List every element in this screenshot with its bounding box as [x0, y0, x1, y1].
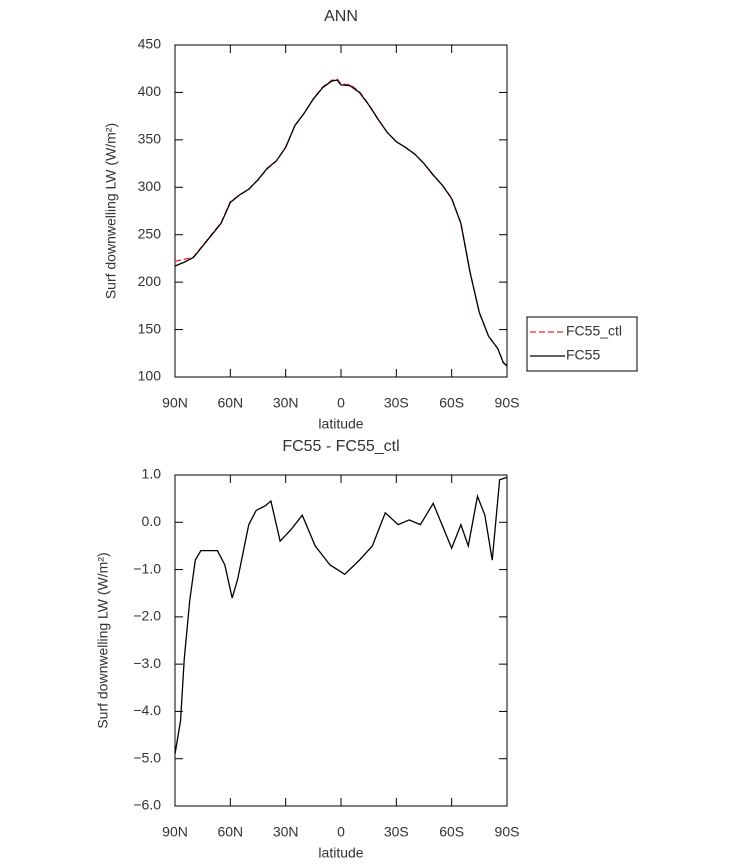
y-tick-label: −1.0: [133, 560, 161, 576]
y-tick-label: 300: [138, 178, 162, 194]
y-tick-label: −3.0: [133, 655, 161, 671]
x-tick-label: 90S: [495, 395, 520, 411]
plot-frame: [174, 474, 508, 807]
y-tick-label: −5.0: [133, 749, 161, 765]
x-tick-label: 60S: [439, 824, 464, 840]
y-tick-label: 1.0: [142, 466, 162, 482]
chart-title: FC55 - FC55_ctl: [282, 438, 399, 455]
legend-label: FC55_ctl: [566, 323, 622, 339]
y-tick-label: 100: [138, 368, 162, 384]
plot-frame: [174, 44, 508, 378]
y-tick-label: 450: [138, 36, 162, 52]
y-tick-label: −6.0: [133, 797, 161, 813]
y-tick-label: −2.0: [133, 608, 161, 624]
x-tick-label: 30S: [384, 824, 409, 840]
x-tick-label: 90N: [162, 824, 188, 840]
x-tick-label: 90N: [162, 395, 188, 411]
y-tick-label: 350: [138, 131, 162, 147]
y-tick-label: 0.0: [142, 513, 162, 529]
y-axis-label: Surf downwelling LW (W/m²): [103, 123, 119, 299]
x-axis-label: latitude: [318, 845, 363, 861]
x-tick-label: 90S: [495, 824, 520, 840]
x-tick-label: 60N: [217, 395, 243, 411]
data-line: [174, 79, 508, 367]
data-line: [174, 78, 508, 367]
x-tick-label: 60S: [439, 395, 464, 411]
x-tick-label: 0: [337, 824, 345, 840]
y-tick-label: 200: [138, 273, 162, 289]
legend-box: [526, 316, 638, 372]
legend-label: FC55: [566, 347, 600, 363]
data-line: [174, 476, 508, 755]
x-tick-label: 60N: [217, 824, 243, 840]
x-tick-label: 0: [337, 395, 345, 411]
x-tick-label: 30N: [273, 395, 299, 411]
y-tick-label: 150: [138, 320, 162, 336]
chart-title: ANN: [324, 8, 358, 25]
y-axis-label: Surf downwelling LW (W/m²): [95, 552, 111, 728]
x-tick-label: 30S: [384, 395, 409, 411]
y-tick-label: −4.0: [133, 702, 161, 718]
x-axis-label: latitude: [318, 416, 363, 432]
x-tick-label: 30N: [273, 824, 299, 840]
y-tick-label: 250: [138, 225, 162, 241]
y-tick-label: 400: [138, 83, 162, 99]
